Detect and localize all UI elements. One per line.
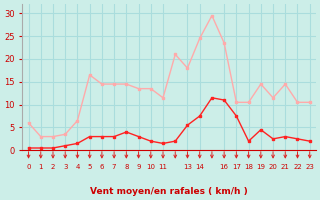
- X-axis label: Vent moyen/en rafales ( km/h ): Vent moyen/en rafales ( km/h ): [90, 187, 248, 196]
